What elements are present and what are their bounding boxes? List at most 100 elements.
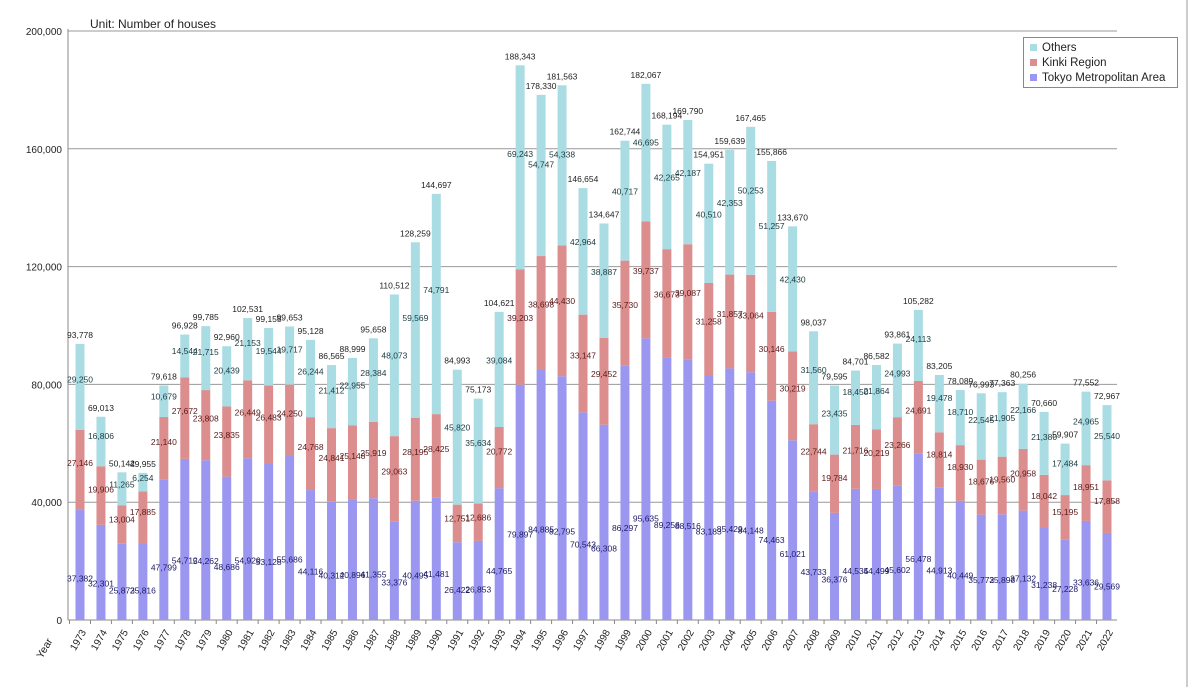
data-label-tokyo: 54,262 xyxy=(193,556,219,566)
data-label-tokyo: 79,897 xyxy=(507,530,533,540)
frame-border xyxy=(1186,0,1188,687)
bar-kinki xyxy=(368,421,378,499)
bar-others xyxy=(1018,383,1028,449)
data-label-kinki: 36,673 xyxy=(654,290,680,300)
data-label-total: 76,993 xyxy=(968,379,994,389)
data-label-kinki: 39,087 xyxy=(675,288,701,298)
data-label-total: 79,595 xyxy=(822,372,848,382)
x-tick-label: 1997 xyxy=(571,628,592,653)
data-label-kinki: 39,737 xyxy=(633,266,659,276)
bar-tokyo xyxy=(138,543,148,620)
bar-tokyo xyxy=(955,500,965,620)
bar-others xyxy=(809,331,819,425)
data-label-kinki: 21,140 xyxy=(151,437,177,447)
data-label-tokyo: 54,929 xyxy=(235,555,261,565)
x-tick-label: 1996 xyxy=(550,628,571,653)
x-tick-label: 2012 xyxy=(886,628,907,653)
x-tick-label: 2003 xyxy=(697,628,718,653)
bar-kinki xyxy=(725,274,735,369)
bar-tokyo xyxy=(264,463,274,620)
bar-tokyo xyxy=(997,514,1007,620)
bar-tokyo xyxy=(96,524,106,620)
data-label-kinki: 44,430 xyxy=(549,296,575,306)
bar-others xyxy=(159,385,169,417)
data-label-tokyo: 26,853 xyxy=(465,584,491,594)
data-label-kinki: 23,808 xyxy=(193,414,219,424)
bar-tokyo xyxy=(431,497,441,620)
bar-others xyxy=(662,124,672,250)
data-label-others: 40,717 xyxy=(612,187,638,197)
data-label-tokyo: 66,308 xyxy=(591,544,617,554)
data-label-kinki: 17,885 xyxy=(130,507,156,517)
data-label-tokyo: 82,795 xyxy=(549,527,575,537)
bar-tokyo xyxy=(159,479,169,620)
y-tick-label: 40,000 xyxy=(31,498,62,509)
bar-others xyxy=(494,311,504,427)
legend-label-kinki: Kinki Region xyxy=(1042,56,1107,69)
legend: Others Kinki Region Tokyo Metropolitan A… xyxy=(1023,37,1178,88)
data-label-total: 169,790 xyxy=(672,106,703,116)
data-label-kinki: 18,930 xyxy=(947,462,973,472)
x-tick-label: 1973 xyxy=(68,628,89,653)
data-label-kinki: 31,258 xyxy=(696,316,722,326)
x-tick-label: 2021 xyxy=(1074,628,1095,653)
bar-others xyxy=(830,385,840,455)
x-tick-label: 2017 xyxy=(991,628,1012,653)
data-label-others: 14,544 xyxy=(172,346,198,356)
bar-tokyo xyxy=(704,375,714,620)
data-label-tokyo: 89,256 xyxy=(654,520,680,530)
data-label-total: 181,563 xyxy=(547,71,578,81)
data-label-total: 80,256 xyxy=(1010,370,1036,380)
data-label-tokyo: 44,765 xyxy=(486,566,512,576)
data-label-kinki: 28,195 xyxy=(402,447,428,457)
data-label-tokyo: 41,481 xyxy=(423,569,449,579)
x-tick-label: 1999 xyxy=(613,628,634,653)
data-label-tokyo: 84,148 xyxy=(738,525,764,535)
data-label-total: 95,658 xyxy=(360,324,386,334)
bar-others xyxy=(746,126,756,275)
x-tick-label: 2018 xyxy=(1012,628,1033,653)
x-tick-label: 1979 xyxy=(194,628,215,653)
x-tick-label: 2013 xyxy=(907,628,928,653)
data-label-tokyo: 27,228 xyxy=(1052,584,1078,594)
bar-others xyxy=(892,343,902,418)
data-label-others: 50,253 xyxy=(738,185,764,195)
bar-others xyxy=(347,357,357,426)
x-tick-label: 1984 xyxy=(299,628,320,653)
data-label-others: 18,710 xyxy=(947,407,973,417)
bar-kinki xyxy=(96,466,106,525)
bar-tokyo xyxy=(1018,510,1028,620)
data-label-total: 167,465 xyxy=(735,113,766,123)
bar-tokyo xyxy=(306,490,316,620)
bar-others xyxy=(1060,443,1070,496)
data-label-others: 21,412 xyxy=(319,385,345,395)
bar-tokyo xyxy=(75,509,85,620)
bar-tokyo xyxy=(599,424,609,620)
data-label-others: 24,113 xyxy=(906,334,932,344)
bar-kinki xyxy=(180,377,190,459)
bar-kinki xyxy=(578,314,588,413)
bar-kinki xyxy=(201,390,211,461)
data-label-others: 16,806 xyxy=(88,431,114,441)
bar-kinki xyxy=(159,416,169,480)
bar-kinki xyxy=(955,445,965,501)
data-label-kinki: 24,250 xyxy=(277,409,303,419)
data-label-kinki: 26,449 xyxy=(235,407,261,417)
data-label-others: 35,634 xyxy=(465,438,491,448)
data-label-others: 6,254 xyxy=(132,473,154,483)
bar-others xyxy=(75,343,85,430)
bar-kinki xyxy=(934,432,944,488)
data-label-tokyo: 54,712 xyxy=(172,556,198,566)
data-label-tokyo: 26,422 xyxy=(444,585,470,595)
data-label-others: 54,338 xyxy=(549,149,575,159)
bar-tokyo xyxy=(1039,528,1049,620)
data-label-others: 17,484 xyxy=(1052,459,1078,469)
bar-others xyxy=(473,398,483,504)
data-label-tokyo: 33,376 xyxy=(381,578,407,588)
data-label-total: 168,194 xyxy=(651,111,682,121)
bar-kinki xyxy=(1060,495,1070,540)
data-label-tokyo: 32,301 xyxy=(88,579,114,589)
x-tick-label: 1974 xyxy=(89,628,110,653)
data-label-kinki: 13,004 xyxy=(109,515,135,525)
data-label-tokyo: 29,569 xyxy=(1094,582,1120,592)
